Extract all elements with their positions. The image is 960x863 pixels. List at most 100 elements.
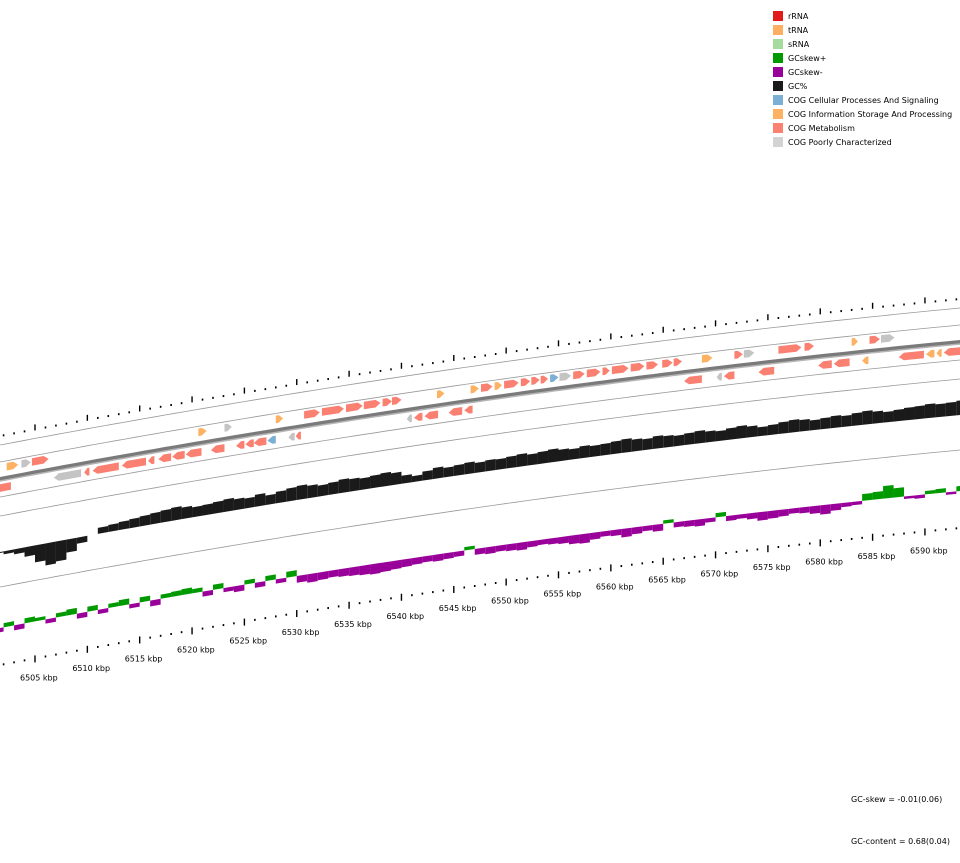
gc-skew-negative-bar [652,523,664,532]
reverse-gene-met[interactable] [464,405,473,414]
legend-label: GCskew- [788,67,823,77]
gc-skew-negative-bar [495,544,507,552]
gc-skew-negative-bar [150,598,161,607]
forward-gene-met[interactable] [646,361,658,370]
forward-gene-poor[interactable] [21,459,31,468]
forward-gene-met[interactable] [778,344,802,354]
forward-gene-met[interactable] [673,358,682,367]
reverse-gene-met[interactable] [833,358,850,368]
reverse-gene-met[interactable] [245,439,254,448]
gc-bar [223,497,234,513]
forward-gene-poor[interactable] [224,423,232,432]
reverse-gene-met[interactable] [158,453,172,463]
forward-gene-met[interactable] [734,350,743,359]
gc-bar [443,466,454,478]
forward-gene-met[interactable] [504,379,519,389]
stats-box: GC-skew = -0.01(0.06) GC-content = 0.68(… [851,765,950,863]
reverse-gene-cell[interactable] [267,435,276,444]
reverse-gene-met[interactable] [185,448,202,458]
gc-skew-negative-bar [830,503,842,511]
gc-bar [809,419,821,431]
forward-gene-met[interactable] [662,359,673,368]
reverse-gene-met[interactable] [818,360,832,369]
forward-gene-met[interactable] [481,383,493,392]
forward-gene-met[interactable] [531,376,540,385]
reverse-gene-met[interactable] [295,431,301,440]
reverse-gene-met[interactable] [210,444,225,454]
forward-gene-met[interactable] [573,370,585,380]
reverse-gene-poor[interactable] [716,372,722,381]
gc-bar [464,461,475,475]
forward-gene-met[interactable] [392,396,402,405]
reverse-gene-met[interactable] [92,462,119,474]
gc-skew-negative-bar [349,566,360,577]
gc-bar [715,430,727,442]
forward-gene-met[interactable] [804,342,815,351]
reverse-gene-met[interactable] [253,437,267,446]
reverse-gene-met[interactable] [414,412,423,421]
forward-gene-met[interactable] [304,409,320,419]
forward-gene-met[interactable] [602,367,610,376]
forward-gene-met[interactable] [321,405,344,416]
forward-gene-met[interactable] [382,398,392,407]
forward-gene-info[interactable] [470,385,479,394]
reverse-gene-met[interactable] [84,467,90,476]
forward-gene-met[interactable] [520,378,531,387]
gc-bar [956,400,960,416]
forward-gene-met[interactable] [869,335,880,344]
reverse-gene-poor[interactable] [406,414,412,423]
forward-gene-met[interactable] [363,399,381,410]
gc-bar [935,403,946,418]
forward-gene-met[interactable] [31,456,49,466]
forward-gene-info[interactable] [275,415,284,424]
reverse-gene-poor[interactable] [288,432,295,441]
forward-gene-met[interactable] [611,365,629,375]
gc-bar [684,432,695,446]
gc-content-stat: GC-content = 0.68(0.04) [851,837,950,846]
reverse-gene-met[interactable] [684,375,702,385]
gc-skew-negative-bar [296,574,308,583]
gc-bar [307,484,318,499]
reverse-gene-met[interactable] [758,366,775,376]
reverse-gene-info[interactable] [926,349,935,358]
reverse-gene-met[interactable] [172,450,185,460]
reverse-gene-poor[interactable] [53,469,82,481]
forward-gene-poor[interactable] [881,334,895,343]
gc-bar [642,438,653,451]
forward-gene-info[interactable] [198,427,207,437]
reverse-gene-met[interactable] [236,440,245,449]
gc-bar [233,497,245,511]
forward-gene-met[interactable] [346,402,363,413]
gc-skew-positive-bar [192,587,203,594]
forward-gene-info[interactable] [494,382,502,390]
reverse-gene-info[interactable] [862,356,869,365]
forward-gene-poor[interactable] [559,372,572,382]
gc-bar [652,435,664,450]
legend-item: COG Poorly Characterized [773,135,952,149]
gc-bar [370,474,381,489]
forward-gene-met[interactable] [630,362,645,372]
gc-bar [317,484,329,497]
forward-gene-met[interactable] [540,375,548,384]
reverse-gene-met[interactable] [943,347,960,356]
reverse-gene-met[interactable] [0,482,11,492]
forward-gene-cell[interactable] [550,374,559,383]
legend-label: COG Cellular Processes And Signaling [788,95,939,105]
forward-gene-info[interactable] [437,390,445,399]
legend-swatch [773,39,783,49]
reverse-gene-met[interactable] [448,407,463,416]
reverse-gene-met[interactable] [723,371,735,380]
reverse-gene-met[interactable] [898,350,924,361]
gc-bar [380,471,391,487]
forward-gene-info[interactable] [701,354,713,363]
reverse-gene-met[interactable] [424,410,439,420]
forward-gene-info[interactable] [851,337,858,346]
reverse-gene-met[interactable] [148,456,155,465]
gc-bar [359,477,371,491]
forward-gene-met[interactable] [586,368,601,378]
forward-gene-info[interactable] [6,461,19,471]
forward-gene-poor[interactable] [743,349,755,358]
reverse-gene-met[interactable] [121,457,146,469]
reverse-gene-info[interactable] [936,349,942,357]
gc-bar [548,448,559,463]
